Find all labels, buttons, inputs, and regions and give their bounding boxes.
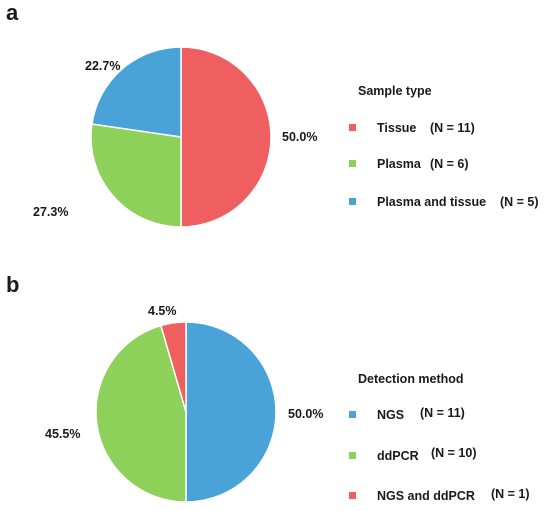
legend-swatch-ngs-and-ddpcr <box>349 492 356 499</box>
panel-a-letter: a <box>6 0 19 25</box>
legend-count-ngs-and-ddpcr: (N = 1) <box>491 487 530 501</box>
pie-slice-plasma <box>90 123 182 228</box>
panel-a: a 50.0% 27.3% 22.7% Sample type Tissue (N … <box>6 0 539 228</box>
legend-count-ngs: (N = 11) <box>420 406 465 420</box>
data-label-ddpcr: 45.5% <box>45 427 80 441</box>
panel-a-legend-title: Sample type <box>358 84 432 98</box>
panel-b: b 50.0% 45.5% 4.5% Detection method NGS (N… <box>6 272 530 503</box>
legend-item-ngs: NGS (N = 11) <box>349 406 465 422</box>
legend-label-tissue: Tissue <box>377 121 416 135</box>
data-label-plasma-and-tissue: 22.7% <box>85 59 120 73</box>
legend-item-ddpcr: ddPCR (N = 10) <box>349 446 477 463</box>
legend-item-plasma: Plasma (N = 6) <box>349 157 469 171</box>
pie-slice-plasma-and-tissue <box>91 46 182 138</box>
legend-count-tissue: (N = 11) <box>430 121 475 135</box>
panel-b-letter: b <box>6 272 19 297</box>
legend-label-plasma: Plasma <box>377 157 422 171</box>
pie-slice-ngs <box>185 321 277 503</box>
data-label-ngs: 50.0% <box>288 407 323 421</box>
legend-swatch-plasma-and-tissue <box>349 198 356 205</box>
legend-label-ngs-and-ddpcr: NGS and ddPCR <box>377 489 475 503</box>
legend-swatch-ngs <box>349 411 356 418</box>
legend-item-tissue: Tissue (N = 11) <box>349 121 475 135</box>
legend-count-plasma: (N = 6) <box>430 157 469 171</box>
legend-count-ddpcr: (N = 10) <box>431 446 477 460</box>
data-label-ngs-and-ddpcr: 4.5% <box>148 304 177 318</box>
legend-swatch-ddpcr <box>349 452 356 459</box>
panel-b-legend: Detection method NGS (N = 11) ddPCR (N =… <box>349 372 530 503</box>
legend-label-ngs: NGS <box>377 408 404 422</box>
panel-b-legend-title: Detection method <box>358 372 464 386</box>
panel-b-pie: 50.0% 45.5% 4.5% <box>45 304 323 503</box>
legend-count-plasma-and-tissue: (N = 5) <box>500 195 539 209</box>
legend-label-plasma-and-tissue: Plasma and tissue <box>377 195 486 209</box>
panel-a-legend: Sample type Tissue (N = 11) Plasma (N = … <box>349 84 539 209</box>
legend-item-plasma-and-tissue: Plasma and tissue (N = 5) <box>349 195 539 209</box>
pie-slice-ngs-and-ddpcr <box>159 321 187 413</box>
data-label-plasma: 27.3% <box>33 205 68 219</box>
legend-label-ddpcr: ddPCR <box>377 449 419 463</box>
pie-slice-ddpcr <box>95 324 187 503</box>
legend-swatch-plasma <box>349 160 356 167</box>
legend-swatch-tissue <box>349 124 356 131</box>
pie-slice-tissue <box>180 46 272 228</box>
data-label-tissue: 50.0% <box>282 130 317 144</box>
legend-item-ngs-and-ddpcr: NGS and ddPCR (N = 1) <box>349 487 530 503</box>
panel-a-pie: 50.0% 27.3% 22.7% <box>33 46 317 228</box>
